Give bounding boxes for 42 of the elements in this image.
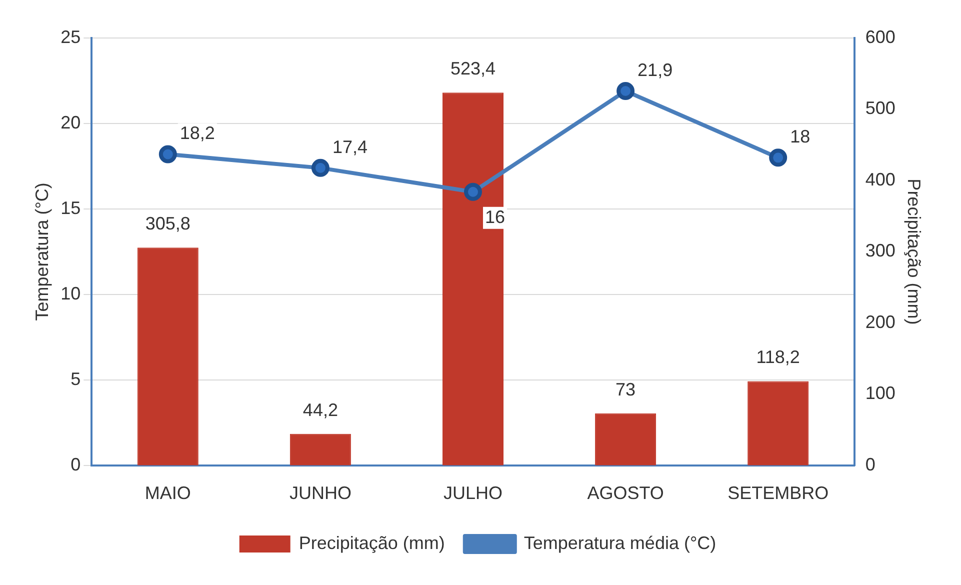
y-tick-label: 15 bbox=[60, 198, 81, 218]
y2-tick-label: 400 bbox=[865, 169, 896, 190]
y2-tick-label: 0 bbox=[865, 454, 876, 474]
y-axis-title: Temperatura (°C) bbox=[32, 182, 52, 321]
data-label: 16 bbox=[484, 206, 506, 227]
x-tick-label: SETEMBRO bbox=[728, 483, 829, 504]
point bbox=[311, 158, 330, 177]
point bbox=[769, 148, 788, 167]
bar bbox=[442, 92, 504, 466]
y-tick-label: 25 bbox=[60, 26, 81, 47]
y2-tick-label: 100 bbox=[865, 383, 896, 404]
y2-axis-title: Precipitação (mm) bbox=[904, 178, 924, 325]
y-tick-label: 10 bbox=[60, 283, 81, 304]
y2-tick-label: 300 bbox=[865, 240, 896, 261]
data-label: 523,4 bbox=[450, 58, 496, 79]
point bbox=[464, 182, 482, 201]
data-label: 73 bbox=[616, 379, 636, 400]
point bbox=[616, 82, 635, 100]
bar bbox=[595, 413, 656, 466]
data-label: 18,2 bbox=[180, 123, 215, 144]
legend-label: Precipitação (mm) bbox=[298, 532, 445, 553]
bar bbox=[290, 434, 351, 466]
x-tick-label: JUNHO bbox=[289, 483, 352, 504]
data-label: 118,2 bbox=[756, 347, 800, 368]
legend-label: Temperatura média (°C) bbox=[524, 532, 716, 553]
y2-tick-label: 500 bbox=[865, 98, 896, 118]
data-label: 44,2 bbox=[302, 400, 338, 420]
x-tick-label: AGOSTO bbox=[587, 483, 664, 504]
point bbox=[158, 145, 177, 164]
data-label: 305,8 bbox=[145, 214, 190, 234]
bar bbox=[137, 248, 198, 466]
data-label: 17,4 bbox=[332, 136, 368, 157]
x-tick-label: JULHO bbox=[443, 483, 502, 504]
y2-tick-label: 600 bbox=[865, 26, 896, 47]
x-tick-label: MAIO bbox=[144, 483, 191, 504]
bar bbox=[748, 381, 809, 466]
y-tick-label: 5 bbox=[70, 368, 81, 389]
y-tick-label: 0 bbox=[70, 454, 81, 474]
data-label: 21,9 bbox=[638, 60, 673, 80]
y2-tick-label: 200 bbox=[865, 312, 896, 332]
y-tick-label: 20 bbox=[60, 112, 81, 132]
data-label: 18 bbox=[790, 126, 810, 147]
